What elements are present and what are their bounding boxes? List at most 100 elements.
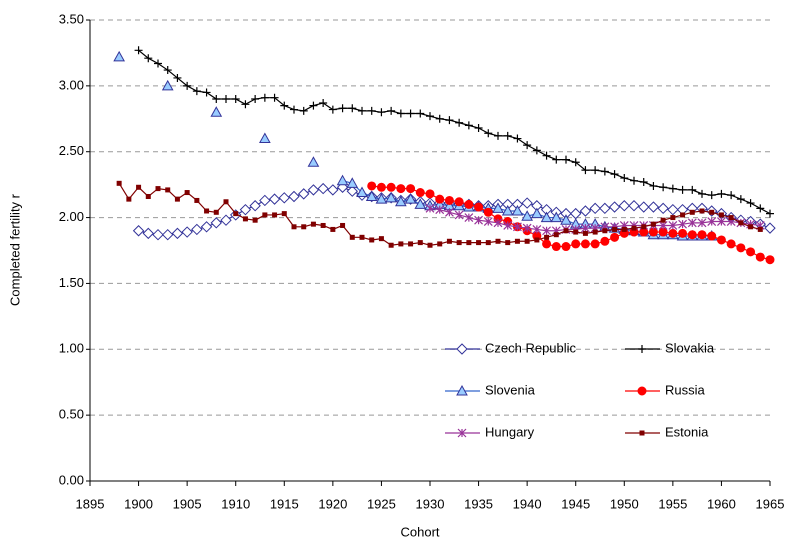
marker [610, 170, 619, 179]
marker [591, 166, 600, 175]
marker [579, 205, 592, 217]
marker [612, 226, 618, 232]
marker [181, 226, 193, 238]
marker [456, 343, 468, 355]
x-tick-label: 1915 [270, 496, 299, 511]
marker [142, 227, 154, 240]
x-tick-label: 1910 [221, 496, 250, 511]
x-tick-label: 1895 [76, 496, 105, 511]
marker [192, 87, 201, 96]
marker [301, 224, 307, 230]
marker [330, 226, 336, 232]
marker [474, 202, 484, 212]
marker [716, 235, 726, 245]
marker [260, 93, 269, 102]
marker [766, 209, 774, 218]
marker [560, 214, 572, 225]
marker [251, 95, 260, 104]
marker [532, 146, 541, 155]
marker [659, 183, 668, 192]
marker [291, 224, 297, 230]
marker [202, 88, 211, 97]
marker [492, 202, 504, 213]
marker [542, 151, 551, 160]
marker [239, 203, 252, 216]
x-tick-label: 1945 [561, 496, 590, 511]
marker [474, 124, 483, 133]
marker [262, 212, 268, 218]
marker [590, 239, 600, 249]
marker [134, 46, 143, 55]
marker [580, 239, 590, 249]
marker [756, 204, 765, 213]
marker [631, 225, 637, 231]
marker [396, 184, 406, 194]
marker [426, 112, 434, 121]
marker [668, 228, 678, 238]
y-tick-label: 2.50 [59, 143, 84, 158]
marker [717, 189, 726, 198]
marker [165, 187, 171, 193]
marker [268, 193, 281, 205]
legend-label: Russia [665, 382, 706, 397]
marker [678, 185, 687, 194]
marker [523, 141, 532, 150]
marker [589, 202, 601, 215]
marker [435, 114, 444, 123]
marker [161, 79, 174, 91]
marker [349, 234, 355, 240]
marker [764, 222, 776, 234]
marker [174, 196, 180, 202]
marker [346, 177, 359, 188]
marker [553, 232, 559, 238]
marker [132, 225, 145, 237]
marker [367, 106, 376, 115]
marker [738, 220, 744, 226]
marker [746, 199, 755, 208]
marker [395, 195, 407, 207]
marker [542, 239, 552, 249]
x-axis-label: Cohort [400, 524, 439, 539]
marker [387, 106, 396, 115]
x-tick-label: 1935 [464, 496, 493, 511]
marker [736, 195, 745, 204]
marker [378, 236, 384, 242]
marker [697, 218, 707, 228]
marker [532, 225, 542, 234]
marker [376, 182, 386, 192]
marker [233, 211, 239, 217]
marker [259, 194, 271, 207]
marker [358, 106, 366, 115]
marker [414, 198, 427, 209]
marker [464, 213, 474, 222]
marker [435, 205, 445, 215]
marker [610, 232, 620, 242]
marker [582, 230, 588, 236]
marker [542, 226, 551, 236]
marker [171, 227, 184, 240]
marker [327, 184, 339, 196]
marker [191, 223, 203, 236]
marker [200, 221, 213, 233]
marker [425, 189, 435, 199]
marker [126, 196, 132, 202]
marker [338, 104, 347, 113]
marker [317, 182, 329, 195]
legend-label: Estonia [665, 424, 709, 439]
x-tick-label: 1900 [124, 496, 153, 511]
marker [660, 217, 666, 223]
y-axis-label: Completed fertility r [7, 193, 22, 306]
marker [113, 50, 125, 62]
marker [501, 204, 514, 216]
marker [707, 217, 717, 226]
marker [417, 240, 423, 246]
marker [503, 131, 512, 140]
marker [464, 121, 473, 130]
x-tick-label: 1905 [173, 496, 202, 511]
marker [638, 345, 646, 353]
marker [367, 181, 377, 191]
marker [599, 202, 611, 215]
marker [386, 182, 396, 192]
x-tick-label: 1950 [610, 496, 639, 511]
marker [348, 104, 357, 113]
